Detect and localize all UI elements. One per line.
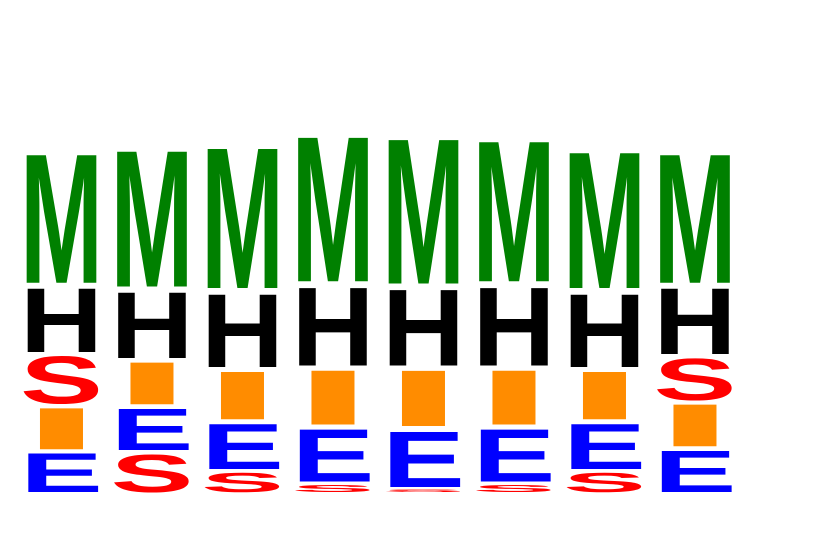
logo-letter-e: E: [654, 438, 737, 504]
logo-letter-s: S: [654, 346, 737, 412]
logo-letter-e: E: [292, 414, 375, 498]
logo-letter-h: H: [654, 269, 737, 374]
logo-letter-s: S: [382, 489, 465, 493]
logo-letter-e: E: [20, 443, 103, 504]
logo-letter-s: S: [111, 443, 194, 503]
logo-letter-h: H: [201, 272, 284, 389]
logo-letter-m: M: [563, 110, 646, 329]
logo-letter-m: M: [20, 115, 103, 323]
logo-letter-s: S: [563, 467, 646, 498]
logo-letter-i: I: [563, 357, 646, 434]
logo-letter-h: H: [563, 272, 646, 389]
logo-letter-i: I: [20, 395, 103, 461]
logo-letter-h: H: [20, 270, 103, 372]
logo-letter-h: H: [292, 264, 375, 390]
logo-letter-e: E: [111, 396, 194, 462]
logo-letter-e: E: [563, 411, 646, 483]
logo-letter-h: H: [382, 266, 465, 389]
logo-letter-h: H: [111, 273, 194, 378]
logo-letter-i: I: [201, 357, 284, 434]
logo-letter-i: I: [382, 354, 465, 444]
logo-letter-m: M: [111, 109, 194, 328]
logo-letter-e: E: [473, 414, 556, 498]
logo-letter-s: S: [473, 483, 556, 495]
logo-letter-m: M: [473, 99, 556, 325]
logo-letter-m: M: [382, 95, 465, 328]
logo-letter-e: E: [201, 411, 284, 483]
logo-letter-i: I: [111, 350, 194, 418]
logo-letter-s: S: [201, 467, 284, 498]
logo-letter-i: I: [654, 392, 737, 460]
logo-letter-m: M: [292, 92, 375, 325]
logo-letter-i: I: [292, 354, 375, 441]
logo-letter-m: M: [654, 115, 737, 323]
logo-letter-h: H: [473, 264, 556, 390]
logo-letter-i: I: [473, 354, 556, 441]
logo-letter-m: M: [201, 105, 284, 331]
logo-letter-e: E: [382, 415, 465, 505]
logo-letter-s: S: [20, 343, 103, 419]
logo-letter-s: S: [292, 483, 375, 495]
